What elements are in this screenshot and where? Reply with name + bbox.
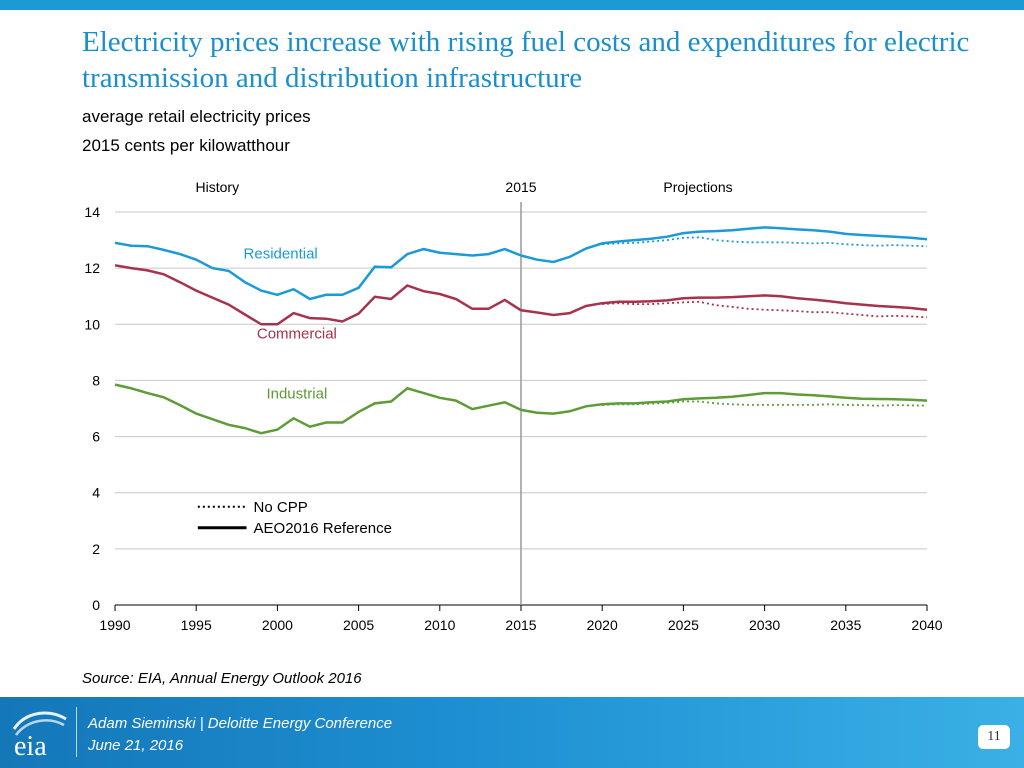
industrial-reference-line <box>520 391 928 415</box>
residential-history-line <box>114 241 522 301</box>
legend-reference-label: AEO2016 Reference <box>254 520 392 537</box>
y-tick-label: 10 <box>84 316 100 332</box>
y-tick-label: 12 <box>84 260 100 276</box>
x-tick-label: 2010 <box>424 617 455 633</box>
price-line-chart: 0 2 4 6 8 10 12 14 1990 1995 2000 2005 2010 2015 2020 2… <box>84 179 942 633</box>
chart-units: 2015 cents per kilowatthour <box>82 136 290 155</box>
top-accent-bar <box>0 0 1024 10</box>
x-tick-label: 1995 <box>181 617 212 633</box>
industrial-no-cpp-line <box>602 400 928 407</box>
projections-label: Projections <box>663 179 732 195</box>
divider-year-label: 2015 <box>505 179 536 195</box>
residential-reference-line <box>520 226 928 264</box>
y-tick-label: 6 <box>92 429 100 445</box>
commercial-reference-line <box>520 294 928 317</box>
slide-title: Electricity prices increase with rising … <box>82 26 970 94</box>
presenter-text: Adam Sieminski | Deloitte Energy Confere… <box>88 715 393 732</box>
footer-bar: eia Adam Sieminski | Deloitte Energy Con… <box>0 697 1024 768</box>
page-number: 11 <box>978 725 1010 749</box>
eia-logo-icon: eia <box>12 711 67 761</box>
chart-subtitle: average retail electricity prices <box>82 107 311 126</box>
residential-no-cpp-line <box>602 236 928 248</box>
industrial-history-line <box>114 383 522 435</box>
residential-series-label: Residential <box>244 245 318 262</box>
y-tick-label: 14 <box>84 204 100 220</box>
commercial-history-line <box>114 264 522 326</box>
x-tick-label: 2030 <box>749 617 780 633</box>
footer-divider <box>76 707 77 757</box>
x-tick-label: 2000 <box>262 617 293 633</box>
commercial-no-cpp-line <box>602 300 928 319</box>
y-tick-label: 8 <box>92 372 100 388</box>
y-tick-label: 2 <box>92 541 100 557</box>
industrial-series-label: Industrial <box>266 386 327 403</box>
y-tick-label: 0 <box>92 597 100 613</box>
x-tick-label: 2015 <box>505 617 536 633</box>
x-tick-label: 2025 <box>668 617 699 633</box>
legend-no-cpp-label: No CPP <box>254 499 308 516</box>
x-tick-label: 2005 <box>343 617 374 633</box>
x-tick-label: 2040 <box>911 617 942 633</box>
x-tick-label: 2035 <box>830 617 861 633</box>
x-tick-label: 2020 <box>587 617 618 633</box>
source-note: Source: EIA, Annual Energy Outlook 2016 <box>82 670 362 687</box>
commercial-series-label: Commercial <box>257 325 337 342</box>
x-tick-label: 1990 <box>99 617 130 633</box>
logo-text: eia <box>14 731 47 761</box>
y-tick-label: 4 <box>92 485 100 501</box>
presentation-date: June 21, 2016 <box>88 737 184 754</box>
history-label: History <box>196 179 240 195</box>
